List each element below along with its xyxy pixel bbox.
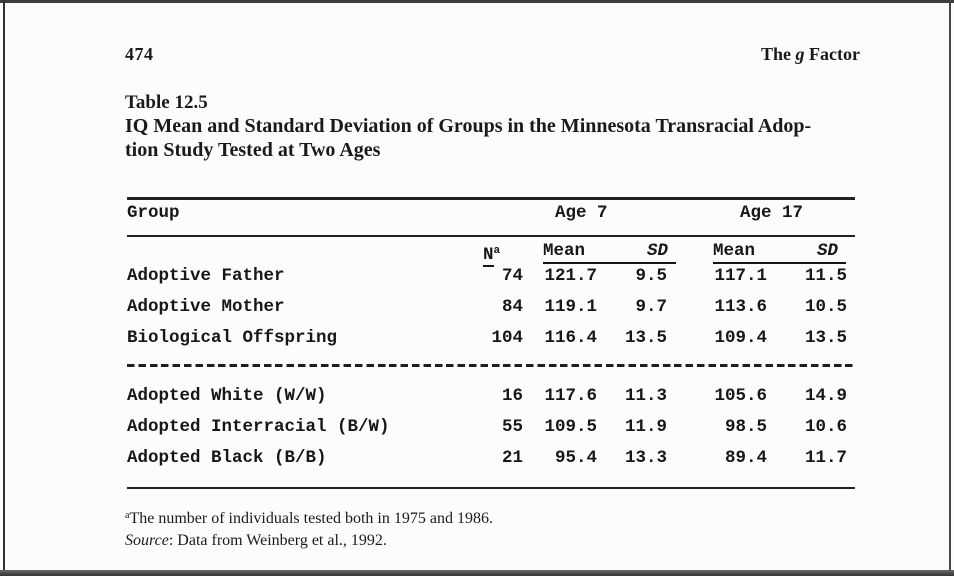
cell-mean17: 89.4 bbox=[724, 448, 767, 468]
table-subheader-row: Na Mean SD Mean SD bbox=[127, 242, 855, 267]
cell-sd7: 13.3 bbox=[624, 448, 667, 468]
table-rule-mid bbox=[127, 235, 855, 237]
cell-n: 104 bbox=[491, 328, 523, 348]
source-note: Source: Data from Weinberg et al., 1992. bbox=[125, 531, 387, 550]
running-header-post: Factor bbox=[804, 44, 860, 64]
page-number: 474 bbox=[125, 44, 154, 64]
source-label: Source bbox=[125, 532, 169, 549]
cell-sd7: 13.5 bbox=[624, 328, 667, 348]
scan-edge-top bbox=[0, 0, 954, 3]
col-header-sd7: SD bbox=[646, 241, 668, 261]
cell-mean7: 95.4 bbox=[554, 448, 597, 468]
cell-group: Adoptive Father bbox=[127, 266, 285, 286]
footnote-text: The number of individuals tested both in… bbox=[129, 510, 493, 527]
col-header-mean17: Mean bbox=[713, 241, 756, 261]
cell-group: Adoptive Mother bbox=[127, 297, 285, 317]
col-header-group: Group bbox=[127, 203, 180, 223]
col-header-age17: Age 17 bbox=[740, 203, 804, 223]
cell-sd17: 10.6 bbox=[804, 417, 847, 437]
cell-sd17: 14.9 bbox=[804, 386, 847, 406]
cell-n: 16 bbox=[501, 386, 523, 406]
table-row: Adoptive Father 74 121.7 9.5 117.1 11.5 bbox=[127, 266, 855, 286]
cell-n: 55 bbox=[501, 417, 523, 437]
n-superscript: a bbox=[493, 245, 501, 257]
table-footnote: aThe number of individuals tested both i… bbox=[125, 506, 493, 528]
cell-group: Biological Offspring bbox=[127, 328, 338, 348]
cell-n: 74 bbox=[501, 266, 523, 286]
cell-sd17: 11.5 bbox=[804, 266, 847, 286]
running-header: The g Factor bbox=[761, 44, 860, 65]
table-dashed-divider bbox=[127, 364, 855, 367]
source-text: : Data from Weinberg et al., 1992. bbox=[168, 532, 387, 549]
table-caption-line1: IQ Mean and Standard Deviation of Groups… bbox=[125, 115, 812, 137]
table-rule-top bbox=[127, 197, 855, 200]
scan-edge-left bbox=[3, 0, 5, 576]
cell-group: Adopted Black (B/B) bbox=[127, 448, 327, 468]
cell-sd7: 9.7 bbox=[635, 297, 667, 317]
cell-mean17: 117.1 bbox=[714, 266, 767, 286]
cell-sd7: 11.9 bbox=[624, 417, 667, 437]
running-header-pre: The bbox=[761, 44, 796, 64]
cell-group: Adopted Interracial (B/W) bbox=[127, 417, 390, 437]
running-header-g: g bbox=[795, 44, 805, 64]
cell-group: Adopted White (W/W) bbox=[127, 386, 327, 406]
footnote-marker: a bbox=[125, 510, 130, 521]
cell-mean17: 98.5 bbox=[724, 417, 767, 437]
cell-sd7: 9.5 bbox=[635, 266, 667, 286]
cell-sd17: 10.5 bbox=[804, 297, 847, 317]
age7-subheaders: Mean SD bbox=[543, 242, 676, 264]
age17-subheaders: Mean SD bbox=[713, 242, 846, 264]
cell-mean7: 116.4 bbox=[544, 328, 597, 348]
table-caption-line2: tion Study Tested at Two Ages bbox=[125, 139, 381, 161]
cell-n: 21 bbox=[501, 448, 523, 468]
col-header-n: Na bbox=[483, 245, 501, 267]
cell-mean7: 109.5 bbox=[544, 417, 597, 437]
scan-edge-right bbox=[949, 0, 951, 576]
cell-mean7: 117.6 bbox=[544, 386, 597, 406]
table-row: Adopted Black (B/B) 21 95.4 13.3 89.4 11… bbox=[127, 448, 855, 468]
cell-sd17: 13.5 bbox=[804, 328, 847, 348]
table-rule-bottom bbox=[127, 487, 855, 489]
cell-mean7: 121.7 bbox=[544, 266, 597, 286]
cell-n: 84 bbox=[501, 297, 523, 317]
cell-mean17: 105.6 bbox=[714, 386, 767, 406]
table-label: Table 12.5 bbox=[125, 92, 208, 113]
cell-mean7: 119.1 bbox=[544, 297, 597, 317]
table-row: Adoptive Mother 84 119.1 9.7 113.6 10.5 bbox=[127, 297, 855, 317]
table-row: Adopted Interracial (B/W) 55 109.5 11.9 … bbox=[127, 417, 855, 437]
col-header-mean7: Mean bbox=[543, 241, 586, 261]
table-row: Adopted White (W/W) 16 117.6 11.3 105.6 … bbox=[127, 386, 855, 406]
cell-sd7: 11.3 bbox=[624, 386, 667, 406]
col-header-age7: Age 7 bbox=[555, 203, 608, 223]
table-row: Biological Offspring 104 116.4 13.5 109.… bbox=[127, 328, 855, 348]
cell-sd17: 11.7 bbox=[804, 448, 847, 468]
col-header-sd17: SD bbox=[816, 241, 838, 261]
scan-edge-bottom bbox=[0, 570, 954, 576]
table-header-row: Group Age 7 Age 17 bbox=[127, 203, 855, 223]
cell-mean17: 113.6 bbox=[714, 297, 767, 317]
cell-mean17: 109.4 bbox=[714, 328, 767, 348]
table-12-5: Group Age 7 Age 17 Na Mean SD Mean SD Adop… bbox=[127, 0, 855, 576]
